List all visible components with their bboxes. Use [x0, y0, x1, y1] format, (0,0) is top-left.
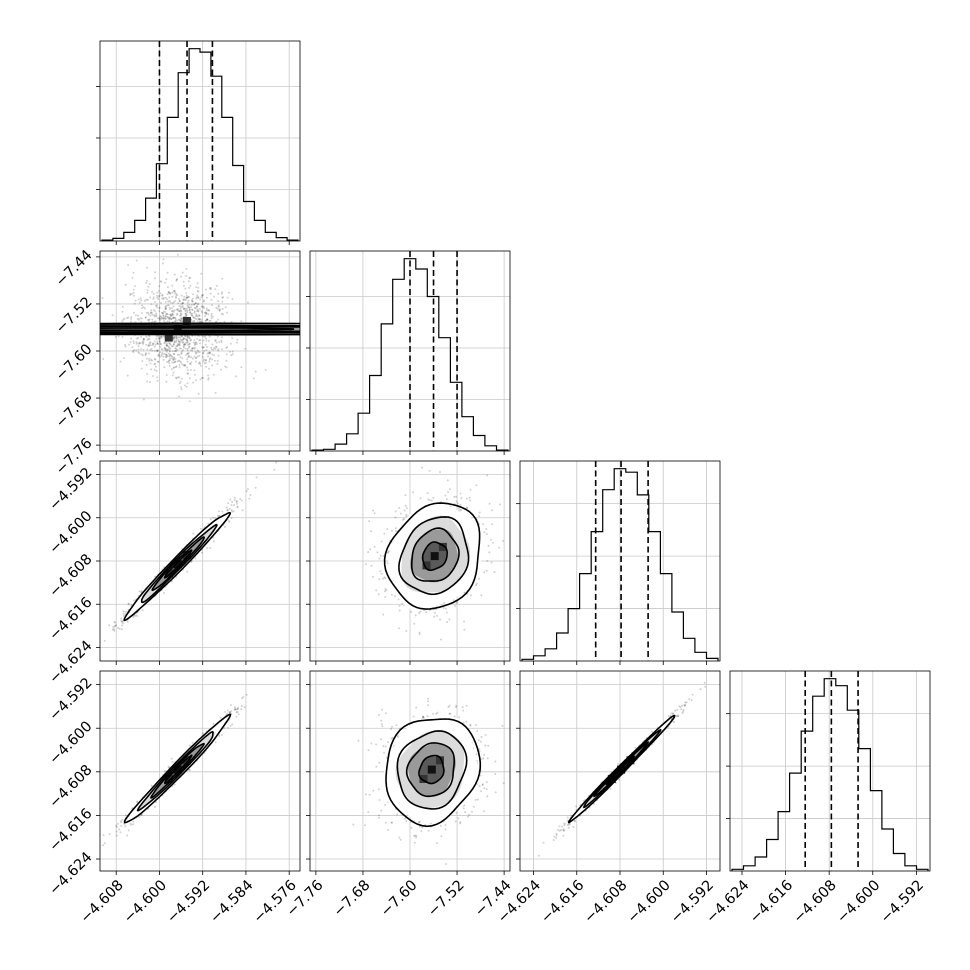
- grid-lines: [100, 251, 300, 451]
- y-tick-label: −4.600: [46, 719, 95, 768]
- contour-level: [140, 523, 218, 604]
- contour-lines: [383, 502, 481, 610]
- histogram-step: [311, 258, 509, 451]
- contour-level: [593, 741, 650, 798]
- grid-lines: [730, 671, 930, 871]
- y-tick-label: −4.616: [46, 595, 95, 644]
- x-axis-1: −4.608−4.600−4.592−4.584−4.576: [78, 871, 300, 927]
- histogram-panel-4: [726, 670, 931, 872]
- density-layer: [103, 461, 278, 642]
- density-layer: [364, 466, 505, 641]
- contour-level: [398, 516, 470, 596]
- y-axis-2: −7.76−7.68−7.60−7.52−7.44: [53, 247, 100, 478]
- y-tick-label: −4.616: [46, 806, 95, 855]
- x-tick-label: −4.608: [791, 877, 840, 926]
- contour-level: [100, 325, 300, 333]
- y-tick-label: −7.60: [53, 341, 96, 384]
- contour-level: [396, 730, 468, 810]
- peak-markers: [164, 317, 191, 342]
- density-layer: [537, 681, 707, 857]
- grid-lines: [520, 461, 720, 661]
- scatter-panel-4: [99, 670, 301, 872]
- scatter-panel-5: [309, 670, 511, 872]
- density-layer: [102, 693, 248, 847]
- y-tick-label: −4.600: [46, 508, 95, 557]
- x-tick-label: −4.608: [581, 877, 630, 926]
- x-tick-label: −7.52: [425, 877, 468, 920]
- contour-level: [151, 536, 205, 592]
- contour-lines: [123, 511, 232, 622]
- y-tick-label: −4.592: [46, 465, 95, 514]
- contour-lines: [567, 714, 676, 824]
- contour-level: [123, 713, 232, 824]
- y-axis-3: −4.624−4.616−4.608−4.600−4.592: [46, 465, 100, 687]
- x-axis-2: −7.76 −7.68 −7.60 −7.52 −7.44: [284, 871, 515, 920]
- x-tick-label: −4.592: [164, 877, 213, 926]
- x-axis-3: −4.624−4.616−4.608−4.600−4.592: [495, 871, 717, 927]
- histogram-panel-2: [306, 250, 511, 452]
- peak-markers: [419, 756, 444, 783]
- x-axis-4: −4.624−4.616−4.608−4.600−4.592: [703, 871, 927, 927]
- y-tick-label: −7.44: [53, 247, 96, 290]
- y-tick-label: −4.608: [46, 762, 95, 811]
- x-tick-label: −4.600: [121, 877, 170, 926]
- peak-markers: [422, 542, 447, 570]
- contour-level: [405, 742, 455, 798]
- histogram-panel-1: [96, 40, 301, 242]
- x-tick-label: −7.68: [331, 877, 374, 920]
- scatter-panel-6: [519, 670, 721, 872]
- peak-markers: [164, 551, 191, 578]
- contour-level: [411, 527, 460, 582]
- x-tick-label: −4.592: [878, 877, 927, 926]
- contour-level: [421, 541, 449, 571]
- contour-lines: [385, 718, 482, 828]
- scatter-panel-2: [99, 460, 301, 662]
- contour-level: [583, 728, 662, 809]
- contour-level: [123, 511, 232, 622]
- x-tick-label: −7.60: [378, 877, 421, 920]
- x-tick-label: −4.608: [78, 877, 127, 926]
- density-layer: [352, 697, 505, 865]
- x-tick-label: −4.600: [834, 877, 883, 926]
- histogram-step: [731, 678, 929, 871]
- x-tick-label: −4.600: [625, 877, 674, 926]
- contour-level: [136, 730, 214, 812]
- contour-level: [150, 742, 205, 799]
- peak-markers: [164, 756, 191, 783]
- scatter-panel-3: [309, 460, 511, 662]
- scatter-panel-1: [99, 250, 301, 452]
- panel-frame: [99, 670, 301, 872]
- contour-lines: [100, 322, 300, 336]
- contour-level: [385, 718, 482, 828]
- contour-lines: [123, 713, 232, 824]
- histogram-step: [521, 468, 719, 661]
- x-tick-label: −4.616: [747, 877, 796, 926]
- contour-level: [418, 754, 445, 785]
- contour-level: [100, 327, 295, 332]
- x-tick-label: −4.584: [207, 877, 256, 926]
- contour-level: [164, 754, 193, 785]
- panel-frame: [729, 670, 931, 872]
- y-tick-label: −4.608: [46, 551, 95, 600]
- density-layer: [100, 253, 300, 403]
- contour-level: [567, 714, 676, 824]
- y-tick-label: −7.68: [53, 388, 96, 431]
- histogram-step: [101, 48, 299, 241]
- histogram-panel-3: [516, 460, 721, 662]
- y-tick-label: −4.624: [46, 849, 95, 898]
- y-axis-4: −4.624−4.616−4.608−4.600−4.592: [46, 675, 100, 899]
- contour-level: [605, 755, 635, 786]
- x-tick-label: −4.616: [538, 877, 587, 926]
- contour-level: [163, 549, 193, 579]
- contour-level: [383, 502, 481, 610]
- panel-frame: [99, 40, 301, 242]
- y-tick-label: −7.52: [53, 294, 96, 337]
